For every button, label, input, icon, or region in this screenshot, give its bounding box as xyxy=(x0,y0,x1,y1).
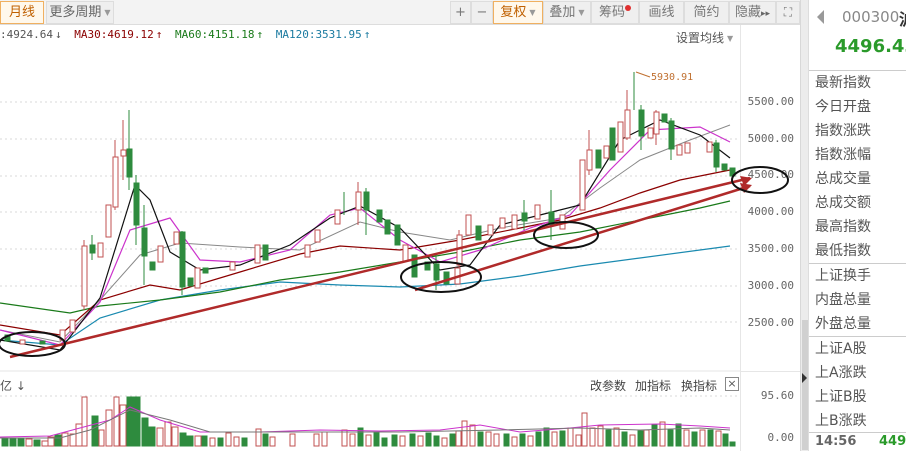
volume-unit-label: 亿 xyxy=(0,379,13,393)
zoom-out-button[interactable]: − xyxy=(471,1,493,24)
zoom-in-button[interactable]: + xyxy=(450,1,471,24)
notification-dot-icon xyxy=(625,5,631,11)
axis-divider xyxy=(741,371,801,372)
chevron-left-icon[interactable] xyxy=(817,10,824,24)
field-label: 指数涨幅 xyxy=(815,147,871,163)
arrow-down-icon: ↓ xyxy=(15,379,26,393)
field-label: 上B涨跌 xyxy=(815,413,867,429)
collapse-panel-icon[interactable] xyxy=(802,373,807,383)
switch-indicator-button[interactable]: 换指标 xyxy=(681,379,718,393)
field-label: 上证换手 xyxy=(815,268,871,284)
arrow-up-icon: ↑ xyxy=(256,28,264,41)
ma30-value: MA30:4619.12 xyxy=(74,28,154,41)
price-tick: 5500.00 xyxy=(747,95,794,108)
chevron-down-icon: ▼ xyxy=(578,8,585,17)
more-periods-label: 更多周期 xyxy=(49,5,102,20)
fuquan-dropdown[interactable]: 复权 ▼ xyxy=(493,1,543,24)
change-params-button[interactable]: 改参数 xyxy=(590,379,627,393)
high-annotation: 5930.91 xyxy=(651,72,693,83)
chips-label: 筹码 xyxy=(598,5,625,20)
field-label: 上证B股 xyxy=(815,389,867,405)
quote-fields: 最新指数 今日开盘 指数涨跌 指数涨幅 总成交量 总成交额 最高指数 最低指数 … xyxy=(809,70,906,433)
scrollbar[interactable] xyxy=(800,0,808,451)
add-indicator-button[interactable]: 加指标 xyxy=(635,379,672,393)
tab-monthly[interactable]: 月线 xyxy=(0,1,44,24)
price-tick: 3000.00 xyxy=(747,279,794,292)
more-periods-dropdown[interactable]: 更多周期 ▼ xyxy=(46,1,114,24)
fuquan-label: 复权 xyxy=(500,5,527,20)
fullscreen-icon[interactable]: ⛶ xyxy=(776,1,800,24)
divider xyxy=(809,336,906,337)
chips-button[interactable]: 筹码 xyxy=(591,1,639,24)
quote-panel: 000300 沪 4496.43 最新指数 今日开盘 指数涨跌 指数涨幅 总成交… xyxy=(808,0,906,451)
chevron-down-icon: ▼ xyxy=(727,34,734,43)
price-tick: 2500.00 xyxy=(747,316,794,329)
field-label: 上证A股 xyxy=(815,341,867,357)
chevron-down-icon: ▼ xyxy=(529,8,536,17)
chart-toolbar: 月线 更多周期 ▼ + − 复权 ▼ 叠加 ▼ 筹码 画线 简约 隐藏▸▸ ⛶ xyxy=(0,0,800,25)
tick-value: 4495 xyxy=(879,434,906,449)
hide-label: 隐藏 xyxy=(734,5,761,20)
field-label: 外盘总量 xyxy=(815,316,871,332)
ma-settings-label: 设置均线 xyxy=(676,31,725,45)
field-label: 总成交额 xyxy=(815,195,871,211)
arrow-up-icon: ↑ xyxy=(363,28,371,41)
arrow-up-icon: ↑ xyxy=(155,28,163,41)
index-code: 000300 xyxy=(842,8,900,26)
hide-button[interactable]: 隐藏▸▸ xyxy=(729,1,776,24)
field-label: 最高指数 xyxy=(815,219,871,235)
scrollbar-thumb[interactable] xyxy=(802,320,808,450)
simple-button[interactable]: 简约 xyxy=(684,1,729,24)
draw-button[interactable]: 画线 xyxy=(639,1,684,24)
volume-tick: 95.60 xyxy=(760,389,794,402)
field-label: 今日开盘 xyxy=(815,99,871,115)
divider xyxy=(809,263,906,264)
field-label: 指数涨跌 xyxy=(815,123,871,139)
volume-tick: 0.00 xyxy=(767,431,795,444)
overlay-label: 叠加 xyxy=(549,5,576,20)
field-label: 内盘总量 xyxy=(815,292,871,308)
close-icon[interactable]: × xyxy=(725,377,739,391)
ma60-value: MA60:4151.18 xyxy=(174,28,255,41)
ma-legend: :4924.64 ↓ MA30:4619.12 ↑ MA60:4151.18 ↑ MA… xyxy=(0,28,376,46)
price-tick: 4000.00 xyxy=(747,205,794,218)
price-tick: 3500.00 xyxy=(747,242,794,255)
ma120-value: MA120:3531.95 xyxy=(275,28,362,41)
overlay-dropdown[interactable]: 叠加 ▼ xyxy=(543,1,591,24)
field-label: 总成交量 xyxy=(815,171,871,187)
ma-settings-dropdown[interactable]: 设置均线 ▼ xyxy=(676,29,733,46)
tick-time: 14:56 xyxy=(815,434,857,449)
volume-unit: 亿 ↓ xyxy=(0,377,26,394)
price-tick: 5000.00 xyxy=(747,132,794,145)
tick-row: 14:56 4495 xyxy=(809,432,906,451)
arrow-down-icon: ↓ xyxy=(54,28,62,41)
ma10-value: :4924.64 xyxy=(0,28,53,41)
double-arrow-right-icon: ▸▸ xyxy=(760,9,771,19)
field-label: 上A涨跌 xyxy=(815,365,867,381)
index-name: 沪 xyxy=(899,6,906,30)
field-label: 最低指数 xyxy=(815,243,871,259)
index-price: 4496.43 xyxy=(835,36,906,57)
field-label: 最新指数 xyxy=(815,75,871,91)
kline-chart[interactable]: 5930.91 xyxy=(0,46,800,451)
chevron-down-icon: ▼ xyxy=(104,8,111,17)
